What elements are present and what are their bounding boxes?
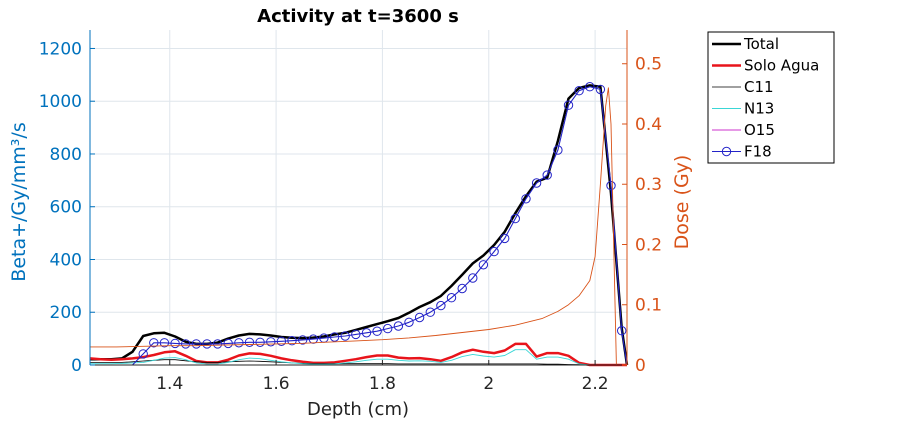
marker-f18 xyxy=(553,145,563,155)
marker-f18 xyxy=(425,307,435,317)
marker-f18 xyxy=(372,326,382,336)
x-tick-label: 1.8 xyxy=(369,374,396,394)
marker-f18 xyxy=(531,178,542,188)
marker-f18 xyxy=(202,339,212,349)
series-line-solo-agua xyxy=(89,342,627,367)
marker-f18 xyxy=(244,337,255,347)
plot-series xyxy=(89,82,629,367)
series-line-dose xyxy=(90,87,627,366)
y-right-tick-label: 0.1 xyxy=(635,296,662,316)
marker-f18 xyxy=(287,336,297,346)
series-line-c11 xyxy=(90,359,627,366)
marker-f18 xyxy=(404,317,414,327)
grid-lines xyxy=(90,30,627,366)
y-right-tick-label: 0.3 xyxy=(635,175,662,195)
marker-f18 xyxy=(308,334,318,344)
marker-f18 xyxy=(521,194,531,204)
marker-f18 xyxy=(383,323,393,334)
legend: Total Solo Agua C11 N13 O15 F18 xyxy=(707,31,835,164)
y-right-tick-label: 0.5 xyxy=(635,55,662,75)
marker-f18 xyxy=(361,328,372,338)
marker-f18 xyxy=(542,170,552,180)
marker-f18 xyxy=(563,100,574,110)
marker-f18 xyxy=(414,312,425,323)
x-tick-label: 1.6 xyxy=(263,374,290,394)
y-left-tick-label: 400 xyxy=(50,250,82,270)
marker-f18 xyxy=(436,300,446,311)
chart-title: Activity at t=3600 s xyxy=(257,6,459,27)
marker-f18 xyxy=(170,338,180,349)
y-left-tick-label: 1200 xyxy=(39,39,82,59)
marker-f18 xyxy=(351,329,361,340)
marker-f18 xyxy=(478,260,489,270)
marker-f18 xyxy=(340,331,350,341)
x-axis-ticks: 1.4 1.6 1.8 2 2.2 xyxy=(156,360,609,394)
marker-f18 xyxy=(457,283,467,294)
legend-label-solo-agua: Solo Agua xyxy=(744,57,819,75)
series-line-f18 xyxy=(90,86,628,366)
marker-f18 xyxy=(223,338,233,349)
marker-f18 xyxy=(393,321,404,331)
marker-f18 xyxy=(276,336,287,346)
axes-frame xyxy=(89,30,628,366)
marker-f18 xyxy=(191,339,202,349)
legend-label-n13: N13 xyxy=(744,100,774,118)
y-left-axis-label: Beta+/Gy/mm³/s xyxy=(8,122,30,281)
marker-f18 xyxy=(606,180,616,191)
x-tick-label: 2.2 xyxy=(582,374,609,394)
marker-f18 xyxy=(212,339,223,349)
marker-f18 xyxy=(298,335,308,345)
marker-f18 xyxy=(138,349,148,359)
y-right-tick-label: 0.2 xyxy=(635,235,662,255)
marker-f18 xyxy=(468,273,478,283)
marker-f18 xyxy=(617,326,627,336)
marker-f18 xyxy=(585,82,595,92)
y-right-axis-label: Dose (Gy) xyxy=(671,155,693,250)
series-line-n13 xyxy=(90,349,627,366)
marker-f18 xyxy=(234,338,244,348)
marker-f18 xyxy=(159,338,170,348)
legend-label-total: Total xyxy=(743,35,779,53)
y-left-tick-label: 0 xyxy=(71,356,82,376)
y-right-tick-label: 0.4 xyxy=(635,115,662,135)
marker-f18 xyxy=(181,339,191,349)
x-tick-label: 2 xyxy=(483,374,494,394)
y-left-tick-label: 200 xyxy=(50,303,82,323)
marker-f18 xyxy=(510,213,520,224)
legend-label-f18: F18 xyxy=(744,143,772,161)
marker-f18 xyxy=(446,293,457,303)
marker-f18 xyxy=(329,332,340,342)
marker-f18 xyxy=(595,84,606,95)
y-left-tick-label: 600 xyxy=(50,198,82,218)
x-tick-label: 1.4 xyxy=(156,374,183,394)
legend-box xyxy=(707,31,835,164)
y-right-axis-ticks: 0 0.1 0.2 0.3 0.4 0.5 xyxy=(622,55,662,376)
x-axis-label: Depth (cm) xyxy=(307,399,409,420)
marker-f18 xyxy=(149,338,159,348)
legend-label-c11: C11 xyxy=(744,78,774,96)
y-left-tick-label: 1000 xyxy=(39,92,82,112)
marker-f18 xyxy=(266,337,276,347)
marker-f18 xyxy=(500,233,510,244)
y-left-axis-ticks: 0 200 400 600 800 1000 1200 xyxy=(39,39,95,376)
marker-f18 xyxy=(255,337,265,347)
marker-f18 xyxy=(574,86,584,96)
legend-marker-f18 xyxy=(721,146,732,157)
marker-f18 xyxy=(489,246,499,257)
y-right-tick-label: 0 xyxy=(635,356,646,376)
legend-label-o15: O15 xyxy=(744,121,775,139)
y-left-tick-label: 800 xyxy=(50,145,82,165)
